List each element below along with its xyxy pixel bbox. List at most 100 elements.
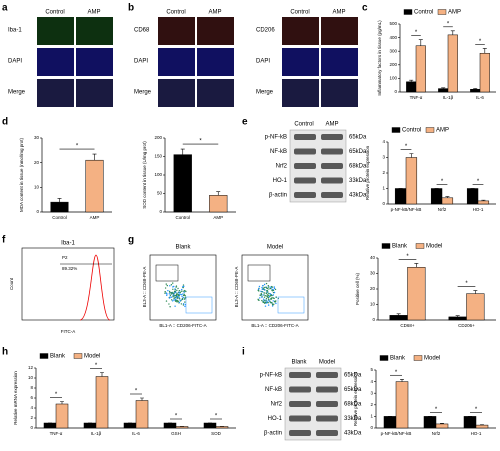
y-tick-label: 1 xyxy=(370,414,373,419)
size-label: 43kDa xyxy=(344,431,362,437)
band xyxy=(316,372,338,378)
x-axis-label: BL1-A :: CD206-FITC-A xyxy=(159,323,206,328)
micrograph xyxy=(158,79,195,107)
dot xyxy=(268,300,271,302)
y-axis-label: Positive cell (%) xyxy=(355,272,360,305)
dot xyxy=(261,299,263,302)
band xyxy=(321,163,343,169)
dot xyxy=(263,294,265,296)
dot xyxy=(270,294,272,296)
dot xyxy=(184,301,186,303)
y-tick-label: 20 xyxy=(370,286,376,291)
error-bar xyxy=(445,196,450,198)
error-bar xyxy=(400,378,404,382)
bar xyxy=(477,200,490,205)
y-tick-label: 3 xyxy=(382,155,385,160)
panel-letter: h xyxy=(2,347,8,358)
y-tick-label: 0 xyxy=(159,209,162,214)
size-label: 68kDa xyxy=(344,402,362,408)
bar xyxy=(475,424,489,429)
sig-star: * xyxy=(441,179,444,185)
y-axis-label: Relative protein expression xyxy=(353,371,358,426)
dot xyxy=(175,294,177,297)
dot xyxy=(261,288,263,291)
error-bar xyxy=(92,153,97,161)
dot xyxy=(172,292,174,295)
dot xyxy=(173,297,175,300)
micrograph xyxy=(76,79,113,107)
panel-letter: c xyxy=(362,3,368,14)
y-tick-label: 1 xyxy=(382,186,385,191)
dot xyxy=(261,286,263,289)
column-header: AMP xyxy=(325,122,338,128)
band xyxy=(289,386,311,393)
bar xyxy=(470,89,481,93)
dot xyxy=(164,287,167,289)
dot xyxy=(182,296,185,299)
size-label: 65kDa xyxy=(344,373,362,379)
y-tick-label: 50 xyxy=(157,191,163,196)
sig-star: * xyxy=(55,392,58,398)
gate xyxy=(185,296,213,314)
band xyxy=(316,401,338,407)
y-tick-label: 4 xyxy=(370,379,373,384)
error-bar xyxy=(60,401,64,404)
dot xyxy=(169,294,172,297)
dot xyxy=(267,302,269,304)
micrograph xyxy=(37,48,74,76)
y-tick-label: 6 xyxy=(30,395,33,400)
x-tick-label: HO-1 xyxy=(471,431,482,436)
dot xyxy=(179,293,181,296)
dot xyxy=(168,290,171,293)
dot xyxy=(270,298,273,300)
dot xyxy=(176,289,178,292)
dot xyxy=(257,298,259,301)
band xyxy=(294,177,316,184)
dot xyxy=(267,304,270,306)
bar xyxy=(438,88,449,93)
protein-label: HO-1 xyxy=(268,416,283,422)
dot xyxy=(271,305,274,307)
bar xyxy=(83,422,97,429)
band xyxy=(321,148,343,155)
gate xyxy=(247,264,271,282)
size-label: 65kDa xyxy=(344,387,362,393)
legend-label: Model xyxy=(84,354,100,360)
band xyxy=(321,177,343,184)
flow-axes xyxy=(241,254,309,321)
size-label: 33kDa xyxy=(344,416,362,422)
dot xyxy=(267,284,270,287)
dot xyxy=(269,286,271,288)
dot xyxy=(176,293,178,295)
bar xyxy=(466,188,479,205)
dot xyxy=(176,295,178,298)
dot xyxy=(184,303,187,306)
bar xyxy=(175,426,189,429)
sig-star: * xyxy=(435,407,438,413)
x-tick-label: TNF-α xyxy=(410,95,423,100)
bar xyxy=(95,376,109,429)
x-tick-label: HO-1 xyxy=(473,207,484,212)
histogram-curve xyxy=(79,254,111,321)
dot xyxy=(179,299,182,302)
legend-label: Blank xyxy=(50,354,66,360)
dot xyxy=(263,287,265,289)
micrograph xyxy=(282,17,319,45)
legend-swatch xyxy=(425,127,435,133)
dot xyxy=(180,288,183,291)
dot xyxy=(182,303,185,305)
sig-star: * xyxy=(447,21,450,27)
legend-swatch xyxy=(381,243,391,249)
dot xyxy=(171,300,174,302)
y-tick-label: 3 xyxy=(370,390,373,395)
dot xyxy=(273,301,276,303)
dot xyxy=(170,284,173,286)
bar xyxy=(43,422,57,429)
band xyxy=(316,430,338,436)
sig-star: * xyxy=(415,30,418,36)
sig-star: * xyxy=(465,281,468,287)
dot xyxy=(174,291,176,293)
protein-label: Nrf2 xyxy=(271,402,283,408)
band xyxy=(294,192,316,198)
dot xyxy=(263,296,266,298)
